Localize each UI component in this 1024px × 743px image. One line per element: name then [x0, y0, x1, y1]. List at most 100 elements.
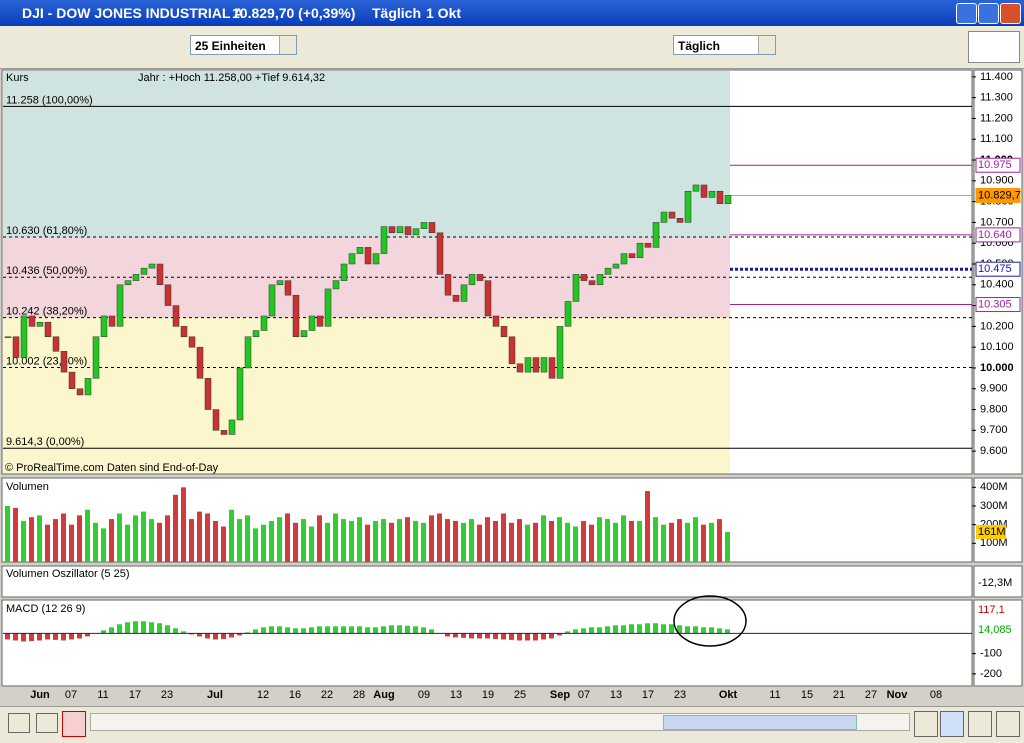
volume-bar	[277, 517, 282, 562]
volume-bar	[573, 526, 578, 562]
chart-icon[interactable]	[968, 31, 1020, 63]
y-tick-label: 11.200	[980, 112, 1013, 124]
mail-btn[interactable]	[8, 713, 30, 733]
zoom-out-btn[interactable]	[968, 711, 992, 737]
x-tick-label: 19	[482, 689, 494, 701]
axis-panel	[973, 599, 1023, 687]
volume-bar	[429, 515, 434, 562]
macd-label: 117,1	[978, 604, 1005, 616]
candle	[92, 336, 100, 379]
x-tick-label: 27	[865, 689, 877, 701]
volume-bar	[253, 528, 258, 562]
candle	[44, 321, 52, 338]
macd-bar	[589, 627, 594, 634]
candle	[484, 280, 492, 317]
candle	[140, 267, 148, 275]
volume-bar	[725, 531, 730, 562]
axis-panel	[973, 565, 1023, 598]
maximize[interactable]	[978, 3, 999, 24]
macd-bar	[477, 633, 482, 639]
macd-bar	[197, 633, 202, 637]
volume-bar	[589, 524, 594, 562]
candle	[284, 280, 292, 296]
zoom-in-btn[interactable]	[996, 711, 1020, 737]
y-tick-label: 11.300	[980, 92, 1013, 104]
candle	[204, 378, 212, 410]
macd-bar	[669, 624, 674, 634]
y-tick-label: 9.700	[980, 424, 1008, 436]
volume-bar	[53, 519, 58, 562]
volume-bar	[541, 515, 546, 562]
panel	[1, 599, 973, 687]
volume-bar	[237, 519, 242, 562]
volume-bar	[29, 517, 34, 562]
candle	[108, 315, 116, 327]
volume-bar	[341, 519, 346, 562]
candle	[164, 284, 172, 306]
macd-bar	[125, 622, 130, 634]
macd-bar	[445, 633, 450, 637]
candle	[388, 226, 396, 234]
macd-bar	[645, 623, 650, 634]
macd-bar	[261, 627, 266, 634]
macd-bar	[277, 626, 282, 634]
candle	[468, 274, 476, 286]
volume-bar	[557, 517, 562, 562]
interval-dropdown[interactable]: Täglich	[673, 35, 776, 55]
volume-bar	[701, 524, 706, 562]
scroll-thumb[interactable]	[663, 715, 857, 730]
candle	[428, 222, 436, 234]
candle	[156, 263, 164, 286]
macd-bar	[493, 633, 498, 640]
volume-bar	[349, 520, 354, 562]
macd-bar	[205, 633, 210, 639]
macd-bar	[397, 625, 402, 634]
candle	[596, 274, 604, 286]
cursor-btn[interactable]	[62, 711, 86, 737]
candle	[652, 222, 660, 248]
units-dropdown[interactable]: 25 Einheiten	[190, 35, 297, 55]
x-tick-label: 28	[353, 689, 365, 701]
zoom-btn[interactable]	[914, 711, 938, 737]
volume-bar	[597, 517, 602, 562]
print-btn[interactable]	[36, 713, 58, 733]
volume-bar	[477, 524, 482, 562]
macd-bar	[141, 621, 146, 634]
macd-bar	[109, 627, 114, 634]
macd-bar	[373, 627, 378, 634]
volume-bar	[413, 520, 418, 562]
candle	[100, 315, 108, 338]
volume-bar	[261, 524, 266, 562]
volume-bar	[205, 513, 210, 562]
zoom-select-btn[interactable]	[940, 711, 964, 737]
date: 1 Okt	[426, 5, 462, 21]
volume-bar	[197, 511, 202, 562]
candle	[148, 263, 156, 269]
candle	[612, 263, 620, 269]
candle	[572, 274, 580, 302]
panel-footer: © ProRealTime.com Daten sind End-of-Day	[5, 462, 219, 474]
x-tick-label: 22	[321, 689, 333, 701]
scrollbar[interactable]	[90, 713, 910, 731]
macd-bar	[709, 627, 714, 634]
level-box	[975, 227, 1021, 243]
panel-info: Jahr : +Hoch 11.258,00 +Tief 9.614,32	[138, 72, 325, 84]
volume-bar	[293, 522, 298, 562]
minimize[interactable]	[956, 3, 977, 24]
candle	[180, 326, 188, 338]
candle	[212, 409, 220, 431]
x-tick-label: 07	[578, 689, 590, 701]
fibo-label: 10.630 (61,80%)	[6, 225, 87, 237]
title-bar: DJI - DOW JONES INDUSTRIAL A 10.829,70 (…	[0, 0, 1024, 26]
macd-bar	[349, 626, 354, 634]
fibo-label: 9.614,3 (0,00%)	[6, 436, 84, 448]
volume-bar	[93, 522, 98, 562]
candle	[412, 228, 420, 236]
close[interactable]	[1000, 3, 1021, 24]
candle	[452, 294, 460, 302]
volume-bar	[453, 520, 458, 562]
candle	[60, 351, 68, 373]
volume-bar	[613, 522, 618, 562]
candle	[188, 336, 196, 348]
x-tick-label: 21	[833, 689, 845, 701]
